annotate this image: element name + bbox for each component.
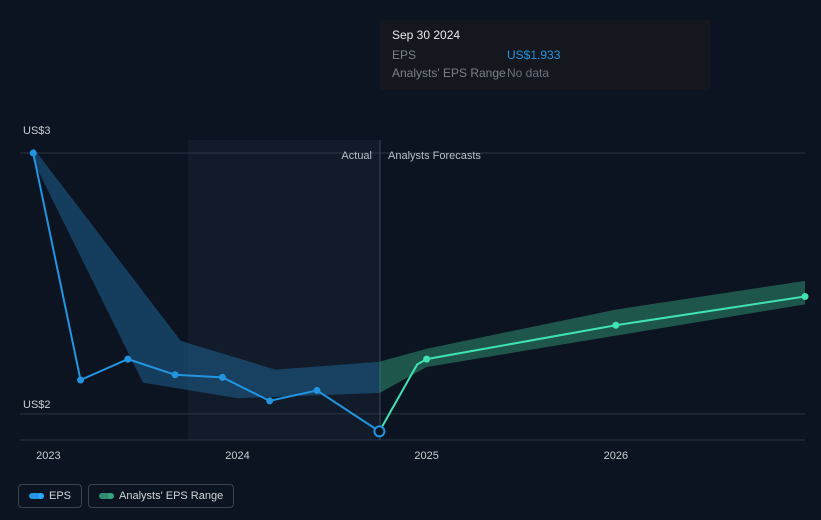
section-label-forecast: Analysts Forecasts [388,150,481,162]
legend-swatch [29,493,43,499]
tooltip-value: No data [507,66,549,80]
y-axis-label-top: US$3 [23,125,51,137]
tooltip-label: Analysts' EPS Range [392,66,507,80]
legend-item-range[interactable]: Analysts' EPS Range [88,484,234,508]
tooltip-date: Sep 30 2024 [392,28,698,42]
chart-legend: EPS Analysts' EPS Range [18,484,234,508]
tooltip-value: US$1.933 [507,48,560,62]
legend-swatch [99,493,113,499]
tooltip-row-range: Analysts' EPS Range No data [392,64,698,82]
legend-label: Analysts' EPS Range [119,490,223,502]
tooltip-label: EPS [392,48,507,62]
section-label-actual: Actual [341,150,372,162]
x-tick: 2025 [414,450,438,462]
x-tick: 2023 [36,450,60,462]
x-tick: 2026 [604,450,628,462]
legend-label: EPS [49,490,71,502]
legend-item-eps[interactable]: EPS [18,484,82,508]
x-tick: 2024 [225,450,249,462]
chart-tooltip: Sep 30 2024 EPS US$1.933 Analysts' EPS R… [380,20,710,90]
eps-chart: US$3 US$2 Actual Analysts Forecasts 2023… [0,0,821,520]
y-axis-label-bottom: US$2 [23,399,51,411]
tooltip-row-eps: EPS US$1.933 [392,46,698,64]
